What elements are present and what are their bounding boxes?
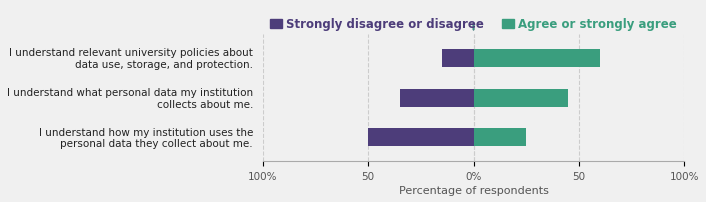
X-axis label: Percentage of respondents: Percentage of respondents [399,185,549,195]
Legend: Strongly disagree or disagree, Agree or strongly agree: Strongly disagree or disagree, Agree or … [265,13,682,36]
Bar [368,129,474,147]
Bar [474,129,526,147]
Bar [400,89,474,107]
Bar [442,50,474,68]
Bar [474,50,600,68]
Bar [474,89,568,107]
